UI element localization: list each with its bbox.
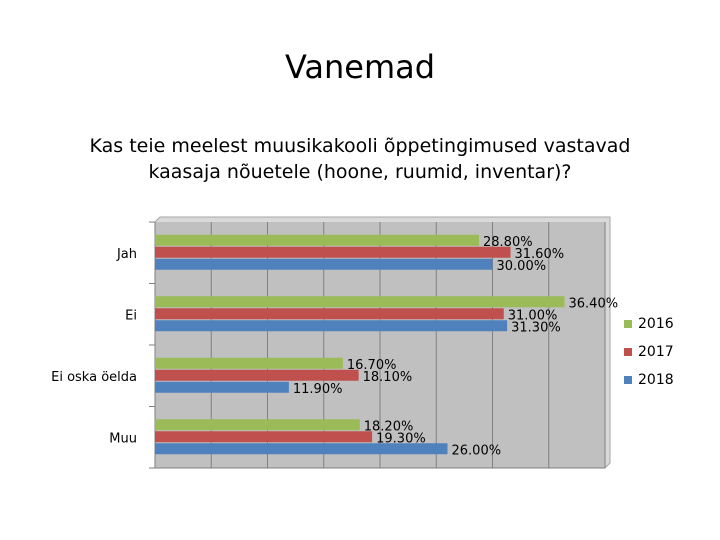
data-label-2017-2: 18.10% [363,370,413,385]
bar-2016-2 [155,357,343,369]
category-label-3: Muu [109,431,137,446]
bar-2017-2 [155,369,359,381]
data-label-2016-0: 28.80% [483,235,533,250]
slide-title: Vanemad [284,48,436,86]
chart-legend: 2016 2017 2018 [624,310,674,394]
bar-2018-0 [155,258,493,270]
data-label-2018-1: 31.30% [511,320,561,335]
bar-2016-0 [155,234,479,246]
data-label-2018-2: 11.90% [293,382,343,397]
bar-2016-1 [155,296,565,308]
legend-label-2017: 2017 [638,344,674,360]
data-label-2016-3: 18.20% [364,419,414,434]
bar-2018-2 [155,381,289,393]
data-label-2016-2: 16.70% [347,358,397,373]
data-label-2016-1: 36.40% [569,296,619,311]
legend-item-2017: 2017 [624,338,674,366]
legend-item-2016: 2016 [624,310,674,338]
bar-2017-3 [155,431,373,443]
bar-2017-1 [155,308,504,320]
chart-title-line-2: kaasaja nõuetele (hoone, ruumid, inventa… [148,161,572,183]
bar-2016-3 [155,419,360,431]
chart-title-line-1: Kas teie meelest muusikakooli õppetingim… [89,135,631,157]
category-label-2: Ei oska öelda [51,370,137,385]
data-label-2017-1: 31.00% [508,308,558,323]
bar-2018-3 [155,443,448,455]
legend-swatch-2016 [624,320,632,328]
data-label-2017-0: 31.60% [515,247,565,262]
data-label-2017-3: 19.30% [376,431,426,446]
bar-2017-0 [155,246,511,258]
legend-item-2018: 2018 [624,366,674,394]
chart-title: Kas teie meelest muusikakooli õppetingim… [60,133,660,185]
data-label-2018-0: 30.00% [497,259,547,274]
category-label-1: Ei [125,308,137,323]
legend-label-2018: 2018 [638,372,674,388]
legend-swatch-2017 [624,348,632,356]
legend-label-2016: 2016 [638,316,674,332]
legend-swatch-2018 [624,376,632,384]
bar-2018-1 [155,320,508,332]
category-label-0: Jah [116,247,137,262]
data-label-2018-3: 26.00% [452,443,502,458]
